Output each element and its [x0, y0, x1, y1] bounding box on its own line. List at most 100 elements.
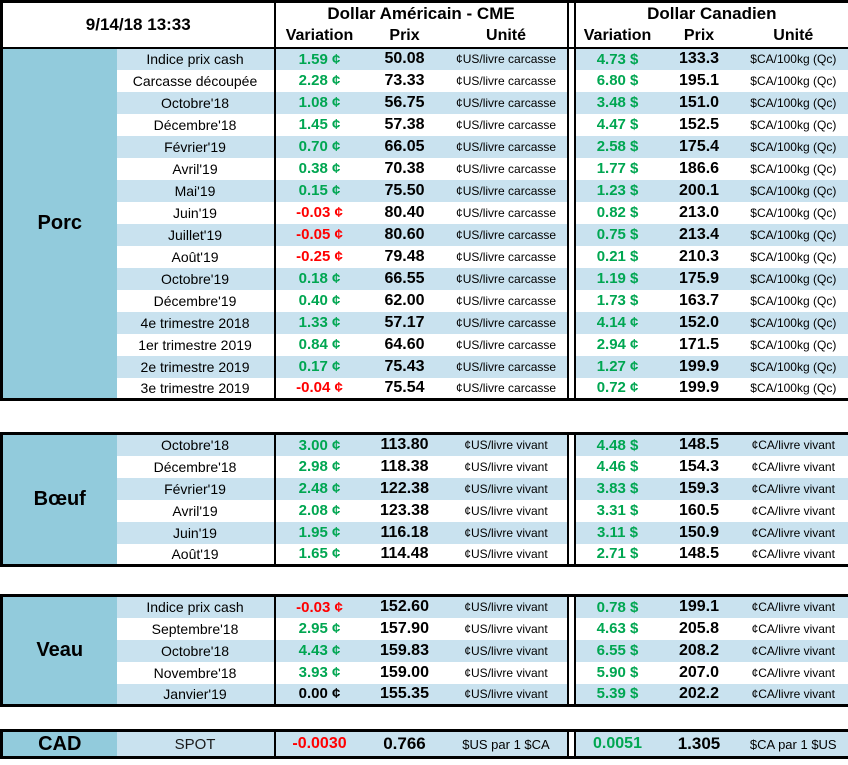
section-divider: [566, 267, 576, 290]
price-ca-cell: 151.0: [659, 91, 739, 114]
unit-us-cell: ¢US/livre carcasse: [445, 69, 568, 92]
section-divider: [566, 47, 576, 70]
variation-ca-cell: 4.14 ¢: [574, 311, 660, 334]
section-divider: [566, 455, 576, 478]
table-row: Mai'19 0.15 ¢ 75.50 ¢US/livre carcasse 1…: [2, 179, 848, 202]
variation-ca-cell: 5.90 $: [574, 661, 660, 684]
variation-us-cell: 4.43 ¢: [273, 639, 364, 662]
timestamp: 9/14/18 13:33: [1, 1, 275, 49]
table-row: Avril'19 2.08 ¢ 123.38 ¢US/livre vivant …: [2, 499, 848, 522]
row-label: Avril'19: [116, 157, 275, 180]
row-label: 3e trimestre 2019: [116, 377, 275, 400]
row-label: Novembre'18: [116, 661, 275, 684]
table-row: Décembre'18 1.45 ¢ 57.38 ¢US/livre carca…: [2, 113, 848, 136]
row-label: Juin'19: [116, 521, 275, 544]
unit-us-cell: ¢US/livre vivant: [445, 617, 568, 640]
unit-us-cell: ¢US/livre carcasse: [445, 223, 568, 246]
variation-us-cell: 2.08 ¢: [273, 499, 364, 522]
unit-us-cell: ¢US/livre vivant: [445, 661, 568, 684]
variation-ca-cell: 4.63 $: [574, 617, 660, 640]
table-row: Décembre'18 2.98 ¢ 118.38 ¢US/livre viva…: [2, 455, 848, 478]
section-divider: [566, 521, 576, 544]
price-ca-cell: 160.5: [659, 499, 739, 522]
price-us-cell: 80.60: [363, 223, 446, 246]
unit-us-cell: ¢US/livre carcasse: [445, 113, 568, 136]
variation-us-cell: 2.98 ¢: [273, 455, 364, 478]
variation-ca-cell: 2.71 $: [574, 543, 660, 566]
unit-ca-cell: $CA/100kg (Qc): [738, 289, 848, 312]
section-divider: [566, 377, 576, 400]
section-divider: [566, 730, 576, 758]
section-divider: [566, 617, 576, 640]
row-label: Octobre'19: [116, 267, 275, 290]
unit-us-cell: ¢US/livre carcasse: [445, 157, 568, 180]
variation-us-cell: 0.84 ¢: [273, 333, 364, 356]
price-us-cell: 114.48: [363, 543, 446, 566]
unit-ca-cell: $CA/100kg (Qc): [738, 333, 848, 356]
unit-us-cell: ¢US/livre vivant: [445, 433, 568, 456]
variation-ca-cell: 4.48 $: [574, 433, 660, 456]
variation-us-cell: 1.08 ¢: [273, 91, 364, 114]
variation-ca-cell: 0.82 $: [574, 201, 660, 224]
price-ca-cell: 133.3: [659, 47, 739, 70]
variation-ca-cell: 3.31 $: [574, 499, 660, 522]
section-divider: [566, 543, 576, 566]
price-us-cell: 75.50: [363, 179, 446, 202]
column-header-unite-us: Unité: [445, 25, 568, 49]
variation-ca-cell: 3.11 $: [574, 521, 660, 544]
price-ca-cell: 175.4: [659, 135, 739, 158]
us-section-title: Dollar Américain - CME: [273, 1, 568, 26]
table-header: 9/14/18 13:33 Dollar Américain - CME Dol…: [1, 1, 848, 49]
row-label: Décembre'18: [116, 113, 275, 136]
table-row: Avril'19 0.38 ¢ 70.38 ¢US/livre carcasse…: [2, 157, 848, 180]
unit-us-cell: ¢US/livre vivant: [445, 455, 568, 478]
section-divider: [566, 91, 576, 114]
variation-ca-cell: 3.83 $: [574, 477, 660, 500]
variation-us-cell: 2.95 ¢: [273, 617, 364, 640]
price-us-cell: 50.08: [363, 47, 446, 70]
price-ca-cell: 199.9: [659, 355, 739, 378]
header-row-columns: Variation Prix Unité Variation Prix Unit…: [2, 25, 848, 49]
price-us-cell: 152.60: [363, 595, 446, 618]
table-row: Septembre'18 2.95 ¢ 157.90 ¢US/livre viv…: [2, 617, 848, 640]
price-ca-cell: 208.2: [659, 639, 739, 662]
table-row: Carcasse découpée 2.28 ¢ 73.33 ¢US/livre…: [2, 69, 848, 92]
price-us-cell: 157.90: [363, 617, 446, 640]
variation-us-cell: -0.05 ¢: [273, 223, 364, 246]
table-row: Juin'19 1.95 ¢ 116.18 ¢US/livre vivant 3…: [2, 521, 848, 544]
column-header-unite-ca: Unité: [738, 25, 848, 49]
cad-rows: CAD SPOT -0.0030 0.766 $US par 1 $CA 0.0…: [1, 730, 848, 758]
variation-us-cell: 3.93 ¢: [273, 661, 364, 684]
table-row: Janvier'19 0.00 ¢ 155.35 ¢US/livre vivan…: [2, 683, 848, 706]
section-divider: [566, 311, 576, 334]
variation-us-cell: -0.04 ¢: [273, 377, 364, 400]
row-label: SPOT: [116, 730, 275, 758]
unit-us-cell: ¢US/livre carcasse: [445, 267, 568, 290]
section-label: Bœuf: [1, 433, 117, 566]
table-row: 2e trimestre 2019 0.17 ¢ 75.43 ¢US/livre…: [2, 355, 848, 378]
price-us-cell: 66.55: [363, 267, 446, 290]
unit-us-cell: $US par 1 $CA: [445, 730, 568, 758]
variation-ca-cell: 6.80 $: [574, 69, 660, 92]
header-row-titles: 9/14/18 13:33 Dollar Américain - CME Dol…: [1, 1, 848, 49]
section-divider: [566, 683, 576, 706]
variation-us-cell: 1.95 ¢: [273, 521, 364, 544]
table-row: Veau Indice prix cash -0.03 ¢ 152.60 ¢US…: [1, 595, 848, 706]
price-us-cell: 118.38: [363, 455, 446, 478]
variation-us-cell: 3.00 ¢: [273, 433, 364, 456]
row-label: Indice prix cash: [116, 595, 275, 618]
variation-us-cell: 0.00 ¢: [273, 683, 364, 706]
price-ca-cell: 163.7: [659, 289, 739, 312]
variation-ca-cell: 5.39 $: [574, 683, 660, 706]
section-divider: [566, 69, 576, 92]
column-header-prix-us: Prix: [363, 25, 446, 49]
price-us-cell: 75.43: [363, 355, 446, 378]
row-label: 2e trimestre 2019: [116, 355, 275, 378]
unit-us-cell: ¢US/livre vivant: [445, 521, 568, 544]
unit-ca-cell: $CA/100kg (Qc): [738, 113, 848, 136]
variation-ca-cell: 4.73 $: [574, 47, 660, 70]
unit-ca-cell: ¢CA/livre vivant: [738, 639, 848, 662]
unit-us-cell: ¢US/livre vivant: [445, 543, 568, 566]
unit-us-cell: ¢US/livre carcasse: [445, 179, 568, 202]
unit-ca-cell: ¢CA/livre vivant: [738, 433, 848, 456]
